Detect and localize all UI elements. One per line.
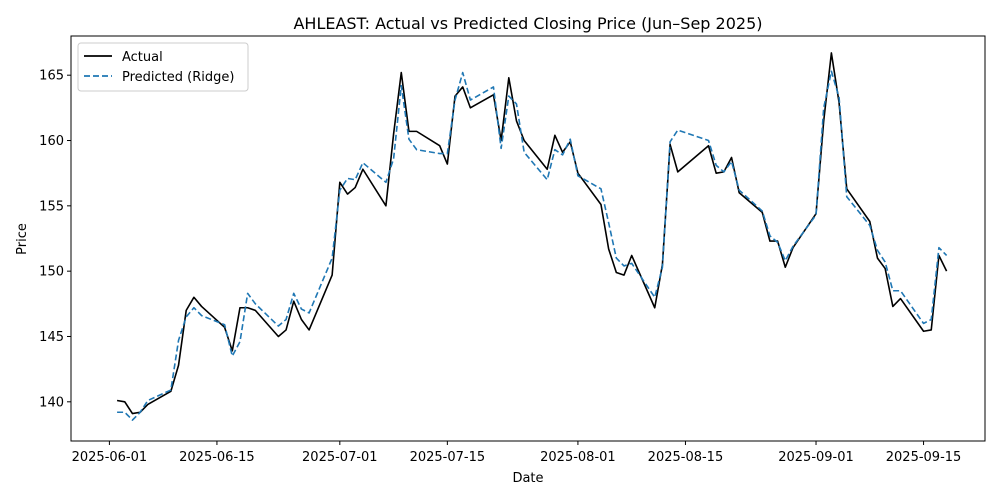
x-tick-label: 2025-08-15 bbox=[648, 450, 724, 465]
x-axis: 2025-06-01 2025-06-15 2025-07-01 2025-07-15… bbox=[72, 441, 962, 465]
series-line-predicted bbox=[117, 70, 948, 421]
x-tick-label: 2025-09-01 bbox=[778, 450, 854, 465]
y-axis-label: Price bbox=[15, 223, 30, 255]
y-tick-label: 145 bbox=[39, 330, 64, 345]
x-tick-label: 2025-07-15 bbox=[410, 450, 486, 465]
plot-frame bbox=[70, 35, 986, 442]
x-tick-label: 2025-07-01 bbox=[302, 450, 378, 465]
y-tick-label: 140 bbox=[39, 395, 64, 410]
x-tick-label: 2025-06-01 bbox=[72, 450, 148, 465]
x-axis-label: Date bbox=[512, 471, 543, 486]
y-tick-label: 165 bbox=[39, 69, 64, 84]
legend-label-predicted: Predicted (Ridge) bbox=[122, 70, 234, 85]
y-tick-label: 150 bbox=[39, 265, 64, 280]
y-tick-label: 155 bbox=[39, 199, 64, 214]
chart-title: AHLEAST: Actual vs Predicted Closing Pri… bbox=[293, 14, 762, 33]
y-axis: 140 145 150 155 160 165 bbox=[39, 69, 71, 410]
legend-label-actual: Actual bbox=[122, 50, 163, 65]
x-tick-label: 2025-06-15 bbox=[179, 450, 255, 465]
y-tick-label: 160 bbox=[39, 134, 64, 149]
plot-area bbox=[116, 52, 948, 421]
legend-box bbox=[77, 42, 249, 92]
legend: Actual Predicted (Ridge) bbox=[77, 42, 249, 92]
x-tick-label: 2025-08-01 bbox=[540, 450, 616, 465]
x-tick-label: 2025-09-15 bbox=[886, 450, 962, 465]
